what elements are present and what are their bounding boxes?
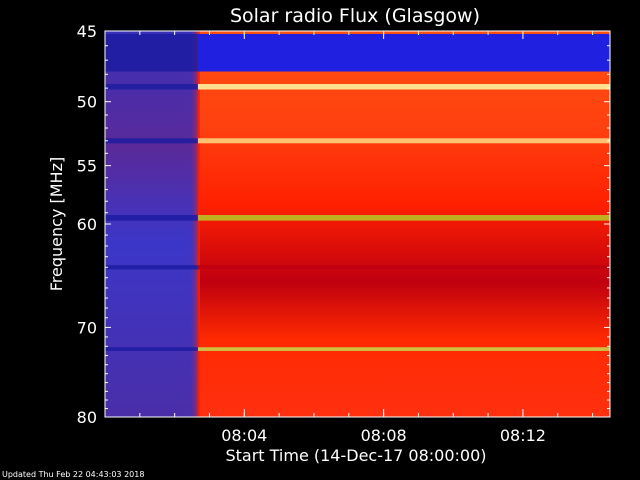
pre-onset-region: [105, 31, 198, 417]
x-axis: 08:04 08:08 08:12: [139, 31, 594, 445]
y-axis-label: Frequency [MHz]: [47, 157, 66, 291]
y-axis: 45 50 55 60 70 80: [77, 22, 610, 427]
band-6-pre: [105, 347, 198, 351]
y-tick-label-70: 70: [77, 318, 97, 337]
y-tick-label-45: 45: [77, 22, 97, 41]
y-tick-label-50: 50: [77, 93, 97, 112]
updated-timestamp: Updated Thu Feb 22 04:43:03 2018: [2, 470, 145, 479]
band-3: [197, 138, 610, 144]
band-4: [197, 214, 610, 221]
post-onset-region: [197, 31, 610, 417]
band-4-pre: [105, 214, 198, 221]
x-tick-label-08:04: 08:04: [221, 426, 267, 445]
onset-edge: [189, 31, 200, 417]
y-tick-label-55: 55: [77, 157, 97, 176]
x-tick-label-08:12: 08:12: [500, 426, 546, 445]
band-1-pre: [105, 33, 198, 72]
band-2: [197, 84, 610, 90]
band-1: [197, 33, 610, 72]
band-5: [197, 265, 610, 270]
chart-title: Solar radio Flux (Glasgow): [230, 5, 480, 27]
y-tick-label-60: 60: [77, 215, 97, 234]
x-axis-label: Start Time (14-Dec-17 08:00:00): [225, 446, 486, 465]
band-2-pre: [105, 84, 198, 90]
band-6: [197, 347, 610, 351]
y-tick-label-80: 80: [77, 408, 97, 427]
x-tick-label-08:08: 08:08: [361, 426, 407, 445]
band-5-pre: [105, 265, 198, 270]
band-3-pre: [105, 138, 198, 144]
plot-area: [105, 31, 610, 417]
